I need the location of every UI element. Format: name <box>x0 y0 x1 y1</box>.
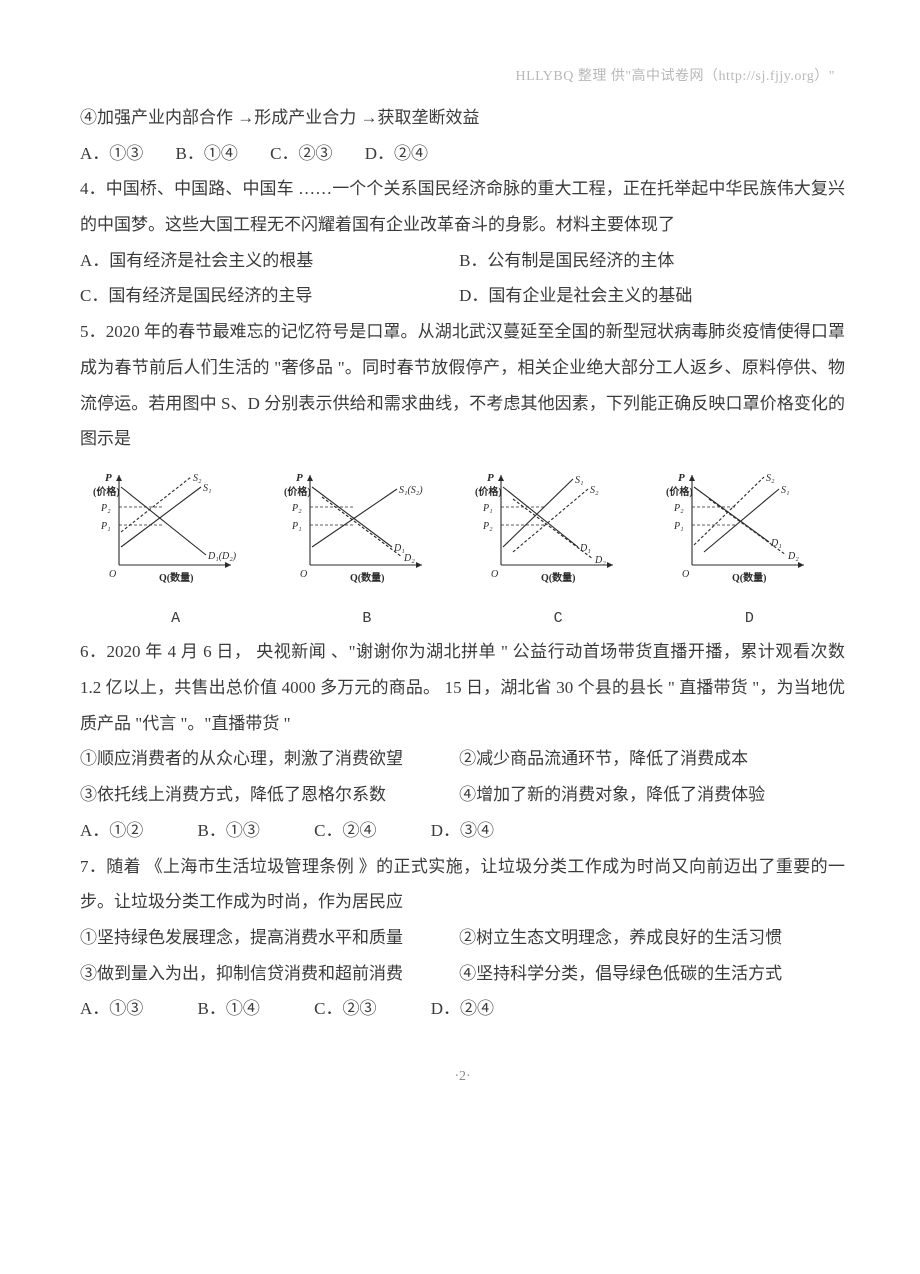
q5-charts-row: P(价格)OQ(数量)P₂P₁S₁D₁(D₂)S₂ A P(价格)OQ(数量)P… <box>80 467 845 635</box>
q6-sub1: ①顺应消费者的从众心理，刺激了消费欲望 <box>80 741 455 777</box>
svg-text:P₂: P₂ <box>100 503 111 514</box>
q4-opt-c: C．国有经济是国民经济的主导 <box>80 278 455 314</box>
q6-sub-row1: ①顺应消费者的从众心理，刺激了消费欲望 ②减少商品流通环节，降低了消费成本 <box>80 741 845 777</box>
svg-text:S₁(S₂): S₁(S₂) <box>399 485 423 496</box>
svg-text:O: O <box>491 569 498 580</box>
q6-opt-b: B．①③ <box>198 813 260 849</box>
q7-sub1: ①坚持绿色发展理念，提高消费水平和质量 <box>80 920 455 956</box>
svg-text:S₁: S₁ <box>203 483 211 494</box>
svg-text:(价格): (价格) <box>666 485 693 498</box>
q7-sub2: ②树立生态文明理念，养成良好的生活习惯 <box>459 920 834 956</box>
q3-opt-c: C．②③ <box>270 136 332 172</box>
svg-text:D₂: D₂ <box>403 553 415 564</box>
q6-sub-row2: ③依托线上消费方式，降低了恩格尔系数 ④增加了新的消费对象，降低了消费体验 <box>80 777 845 813</box>
svg-text:(价格): (价格) <box>93 485 120 498</box>
q6-sub3: ③依托线上消费方式，降低了恩格尔系数 <box>80 777 455 813</box>
svg-text:D₁: D₁ <box>579 543 591 554</box>
svg-text:S₂: S₂ <box>590 485 599 496</box>
svg-text:S₁: S₁ <box>575 475 583 486</box>
q6-stem: 6．2020 年 4 月 6 日， 央视新闻 、"谢谢你为湖北拼单 " 公益行动… <box>80 634 845 741</box>
svg-text:D₂: D₂ <box>594 555 606 566</box>
svg-text:(价格): (价格) <box>475 485 502 498</box>
q5-chart-b-label: B <box>271 603 462 635</box>
svg-text:(价格): (价格) <box>284 485 311 498</box>
svg-text:P₂: P₂ <box>673 503 684 514</box>
svg-text:S₂: S₂ <box>193 473 202 484</box>
q7-options: A．①③ B．①④ C．②③ D．②④ <box>80 991 845 1027</box>
q7-opt-a: A．①③ <box>80 991 143 1027</box>
q7-opt-b: B．①④ <box>198 991 260 1027</box>
q3-opt-b: B．①④ <box>176 136 238 172</box>
q6-opt-a: A．①② <box>80 813 143 849</box>
svg-text:P₁: P₁ <box>482 503 493 514</box>
q5-chart-a: P(价格) O Q(数量) P₂ P₁ S₁ D₁(D₂) S₂ A <box>80 467 271 635</box>
q6-sub2: ②减少商品流通环节，降低了消费成本 <box>459 741 834 777</box>
q3-opt-d: D．②④ <box>365 136 428 172</box>
chart-b-svg: P(价格) O Q(数量) P₂ P₁ S₁(S₂) D₁D₂ <box>282 467 452 587</box>
svg-text:P₁: P₁ <box>673 521 684 532</box>
svg-text:O: O <box>300 569 307 580</box>
q4-stem: 4．中国桥、中国路、中国车 ……一个个关系国民经济命脉的重大工程，正在托举起中华… <box>80 171 845 242</box>
page-content: ④加强产业内部合作 →形成产业合力 →获取垄断效益 A．①③ B．①④ C．②③… <box>80 100 845 1027</box>
q4-opt-d: D．国有企业是社会主义的基础 <box>459 278 834 314</box>
q4-opt-b: B．公有制是国民经济的主体 <box>459 243 834 279</box>
q7-sub4: ④坚持科学分类，倡导绿色低碳的生活方式 <box>459 956 834 992</box>
q3-opt4-text: ④加强产业内部合作 →形成产业合力 →获取垄断效益 <box>80 100 845 136</box>
page-number: ·2· <box>80 1062 845 1091</box>
svg-text:S₂: S₂ <box>766 473 775 484</box>
svg-text:Q(数量): Q(数量) <box>541 571 575 584</box>
q3-opt-a: A．①③ <box>80 136 143 172</box>
q6-sub4: ④增加了新的消费对象，降低了消费体验 <box>459 777 834 813</box>
q7-sub3: ③做到量入为出，抑制信贷消费和超前消费 <box>80 956 455 992</box>
svg-text:P: P <box>105 472 112 484</box>
svg-text:Q(数量): Q(数量) <box>350 571 384 584</box>
q7-opt-d: D．②④ <box>431 991 494 1027</box>
q5-chart-b: P(价格) O Q(数量) P₂ P₁ S₁(S₂) D₁D₂ B <box>271 467 462 635</box>
svg-text:P: P <box>296 472 303 484</box>
svg-text:P: P <box>678 472 685 484</box>
q6-opt-d: D．③④ <box>431 813 494 849</box>
q7-sub-row1: ①坚持绿色发展理念，提高消费水平和质量 ②树立生态文明理念，养成良好的生活习惯 <box>80 920 845 956</box>
q6-opt-c: C．②④ <box>314 813 376 849</box>
chart-c-svg: P(价格) O Q(数量) P₁ P₂ S₁ D₁ S₂ D₂ <box>473 467 643 587</box>
chart-d-svg: P(价格)OQ(数量)P₂P₁S₁D₁S₂D₂ <box>664 467 834 587</box>
q5-chart-a-label: A <box>80 603 271 635</box>
q4-options-row2: C．国有经济是国民经济的主导 D．国有企业是社会主义的基础 <box>80 278 845 314</box>
svg-text:P: P <box>487 472 494 484</box>
q7-sub-row2: ③做到量入为出，抑制信贷消费和超前消费 ④坚持科学分类，倡导绿色低碳的生活方式 <box>80 956 845 992</box>
svg-text:O: O <box>682 569 689 580</box>
header-note: HLLYBQ 整理 供"高中试卷网（http://sj.fjjy.org）" <box>515 62 835 91</box>
q5-stem: 5．2020 年的春节最难忘的记忆符号是口罩。从湖北武汉蔓延至全国的新型冠状病毒… <box>80 314 845 457</box>
q4-opt-a: A．国有经济是社会主义的根基 <box>80 243 455 279</box>
q6-options: A．①② B．①③ C．②④ D．③④ <box>80 813 845 849</box>
q7-stem: 7．随着 《上海市生活垃圾管理条例 》的正式实施，让垃圾分类工作成为时尚又向前迈… <box>80 849 845 920</box>
svg-text:P₂: P₂ <box>482 521 493 532</box>
chart-a-svg: P(价格) O Q(数量) P₂ P₁ S₁ D₁(D₂) S₂ <box>91 467 261 587</box>
q3-options: A．①③ B．①④ C．②③ D．②④ <box>80 136 845 172</box>
svg-text:D₂: D₂ <box>787 551 799 562</box>
q5-chart-c-label: C <box>463 603 654 635</box>
q5-chart-c: P(价格) O Q(数量) P₁ P₂ S₁ D₁ S₂ D₂ C <box>463 467 654 635</box>
svg-text:O: O <box>109 569 116 580</box>
svg-text:Q(数量): Q(数量) <box>732 571 766 584</box>
q5-chart-d: P(价格)OQ(数量)P₂P₁S₁D₁S₂D₂ D <box>654 467 845 635</box>
svg-text:S₁: S₁ <box>781 485 789 496</box>
svg-text:Q(数量): Q(数量) <box>159 571 193 584</box>
svg-text:P₁: P₁ <box>291 521 302 532</box>
svg-text:P₂: P₂ <box>291 503 302 514</box>
q7-opt-c: C．②③ <box>314 991 376 1027</box>
q4-options-row1: A．国有经济是社会主义的根基 B．公有制是国民经济的主体 <box>80 243 845 279</box>
svg-text:D₁: D₁ <box>393 543 405 554</box>
svg-text:P₁: P₁ <box>100 521 111 532</box>
q5-chart-d-label: D <box>654 603 845 635</box>
svg-text:D₁(D₂): D₁(D₂) <box>207 551 237 562</box>
